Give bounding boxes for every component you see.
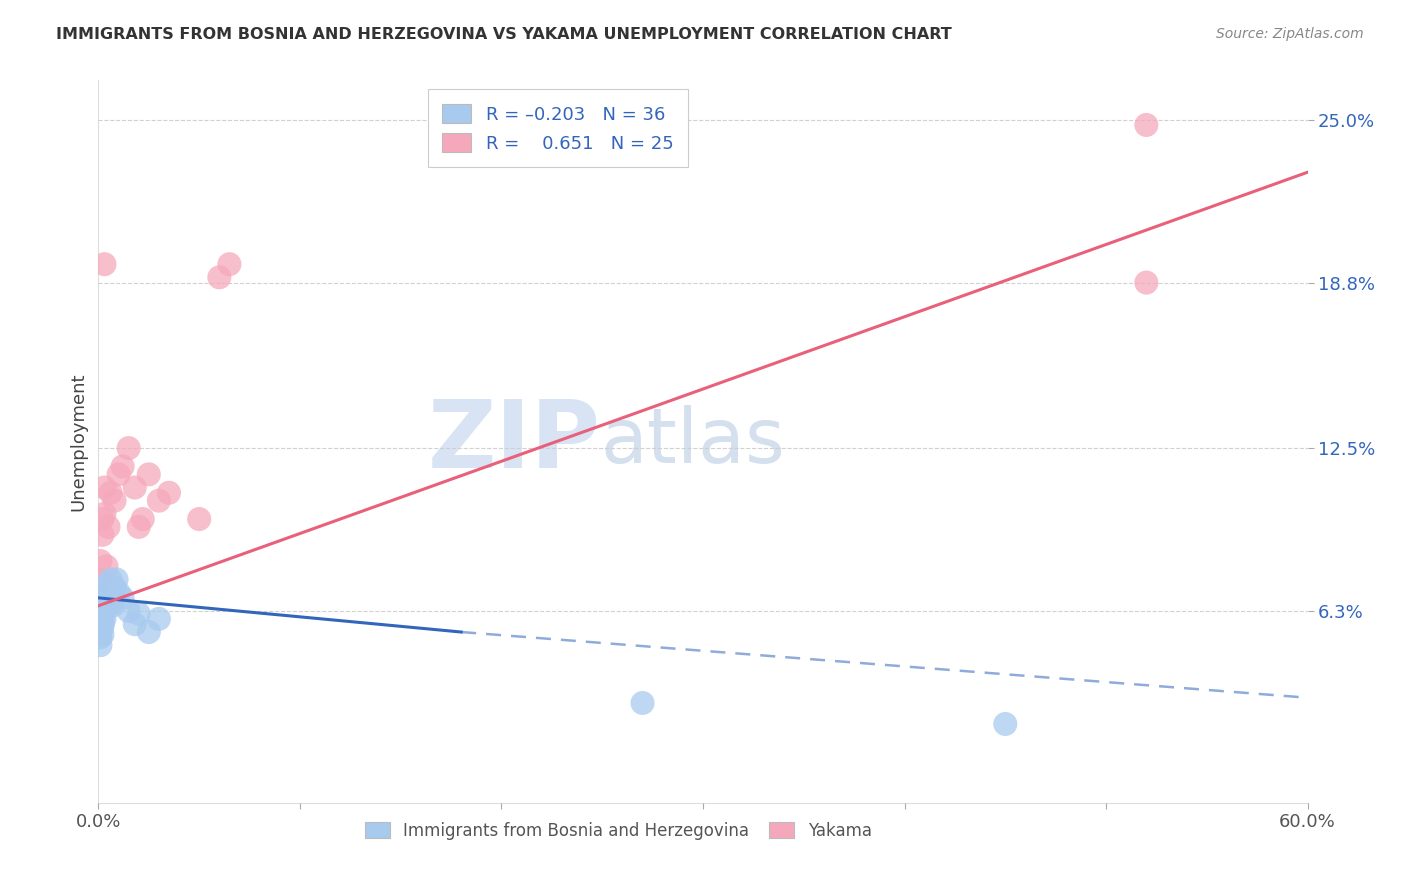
- Point: [111, 459, 134, 474]
- Point: [100, 585, 122, 599]
- Point: [91, 599, 114, 613]
- Point: [89, 625, 111, 640]
- Point: [103, 493, 125, 508]
- Text: IMMIGRANTS FROM BOSNIA AND HERZEGOVINA VS YAKAMA UNEMPLOYMENT CORRELATION CHART: IMMIGRANTS FROM BOSNIA AND HERZEGOVINA V…: [56, 27, 952, 42]
- Point: [89, 573, 111, 587]
- Point: [148, 612, 170, 626]
- Point: [93, 612, 115, 626]
- Point: [91, 528, 114, 542]
- Point: [96, 593, 118, 607]
- Point: [97, 591, 120, 605]
- Point: [100, 573, 122, 587]
- Point: [96, 559, 118, 574]
- Point: [97, 599, 120, 613]
- Point: [91, 620, 114, 634]
- Point: [89, 617, 111, 632]
- Point: [93, 257, 115, 271]
- Point: [138, 625, 160, 640]
- Point: [994, 717, 1017, 731]
- Point: [128, 607, 150, 621]
- Point: [91, 607, 114, 621]
- Text: atlas: atlas: [600, 405, 785, 478]
- Point: [89, 607, 111, 621]
- Point: [97, 578, 120, 592]
- Point: [101, 599, 124, 613]
- Legend: Immigrants from Bosnia and Herzegovina, Yakama: Immigrants from Bosnia and Herzegovina, …: [359, 815, 879, 847]
- Point: [93, 591, 115, 605]
- Point: [89, 638, 111, 652]
- Point: [118, 441, 141, 455]
- Point: [118, 604, 141, 618]
- Point: [128, 520, 150, 534]
- Point: [132, 512, 155, 526]
- Point: [101, 585, 124, 599]
- Point: [91, 612, 114, 626]
- Point: [208, 270, 231, 285]
- Point: [96, 580, 118, 594]
- Point: [631, 696, 654, 710]
- Point: [1135, 276, 1157, 290]
- Point: [107, 467, 129, 482]
- Point: [91, 617, 114, 632]
- Point: [124, 481, 146, 495]
- Point: [93, 604, 115, 618]
- Point: [148, 493, 170, 508]
- Point: [1135, 118, 1157, 132]
- Point: [138, 467, 160, 482]
- Point: [96, 585, 118, 599]
- Text: Source: ZipAtlas.com: Source: ZipAtlas.com: [1216, 27, 1364, 41]
- Point: [107, 585, 129, 599]
- Point: [103, 580, 125, 594]
- Point: [124, 617, 146, 632]
- Text: ZIP: ZIP: [427, 395, 600, 488]
- Point: [89, 554, 111, 568]
- Point: [157, 485, 180, 500]
- Point: [91, 512, 114, 526]
- Point: [91, 627, 114, 641]
- Point: [105, 573, 128, 587]
- Point: [97, 520, 120, 534]
- Point: [188, 512, 211, 526]
- Point: [100, 485, 122, 500]
- Point: [218, 257, 240, 271]
- Point: [93, 481, 115, 495]
- Point: [111, 591, 134, 605]
- Point: [89, 630, 111, 644]
- Point: [93, 507, 115, 521]
- Y-axis label: Unemployment: Unemployment: [69, 372, 87, 511]
- Point: [93, 599, 115, 613]
